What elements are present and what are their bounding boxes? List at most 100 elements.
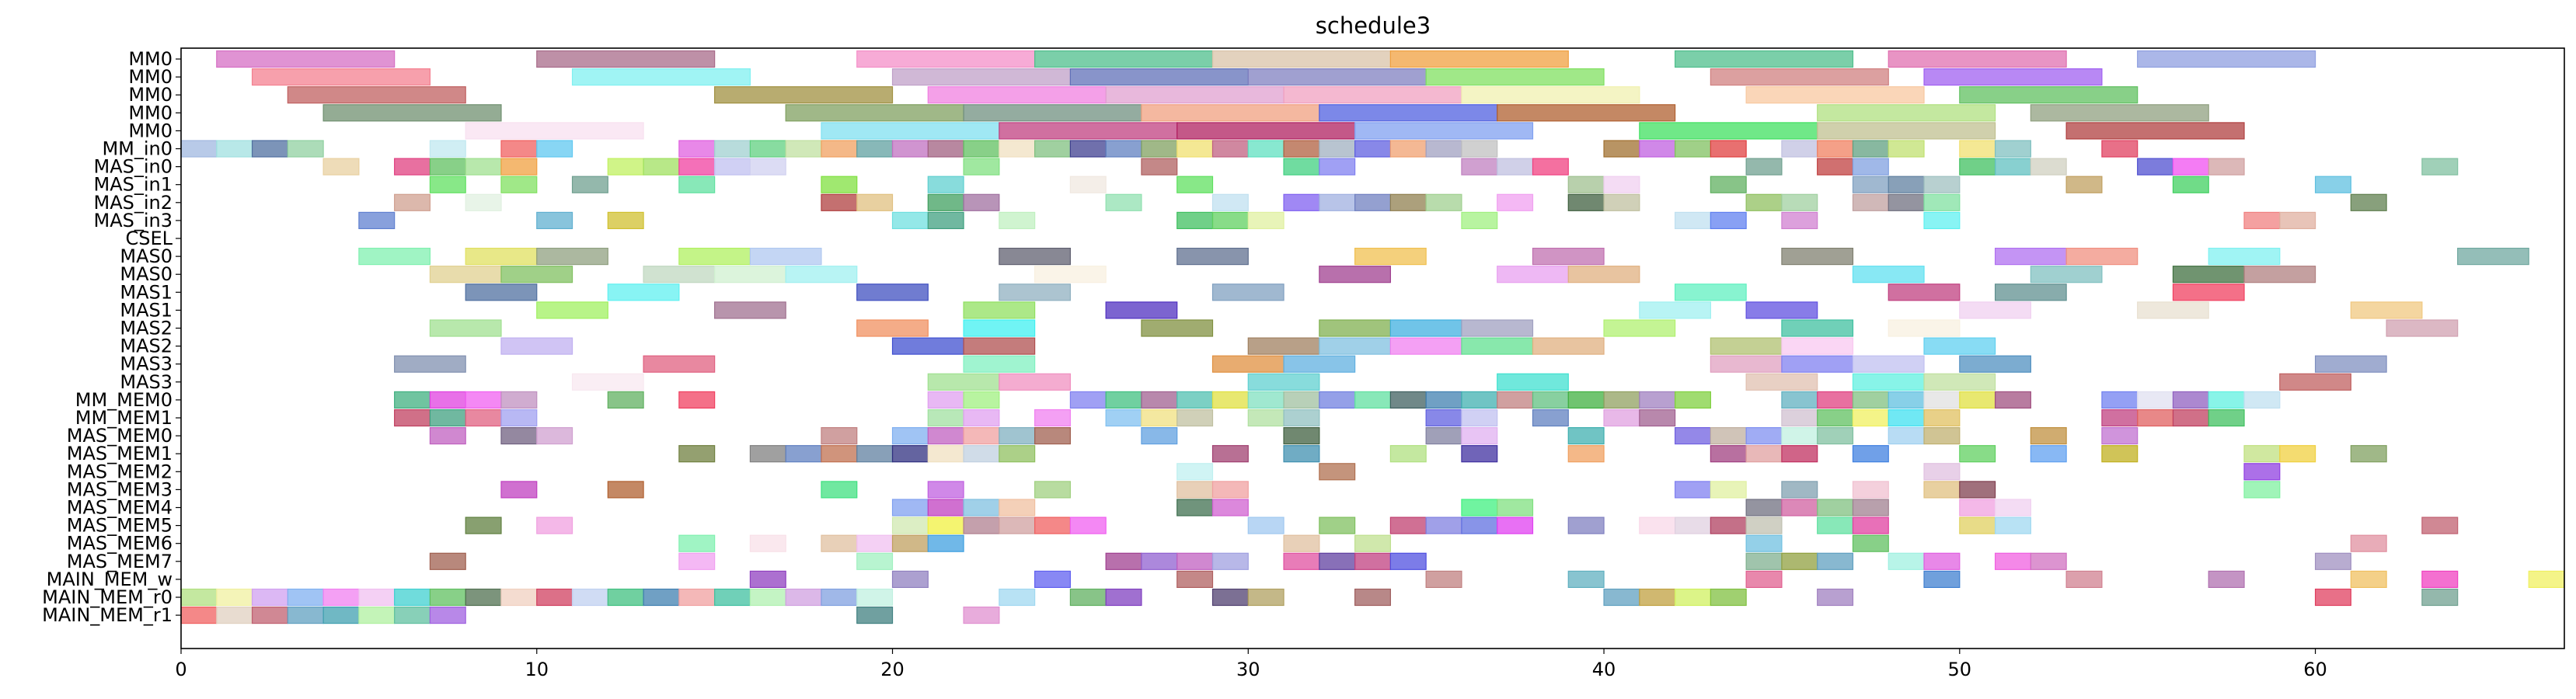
task-bar — [927, 409, 964, 427]
task-bar — [1461, 211, 1498, 229]
task-bar — [1532, 337, 1605, 355]
task-bar — [749, 588, 786, 607]
task-bar — [2386, 319, 2459, 337]
task-bar — [322, 588, 360, 607]
task-bar — [1105, 193, 1142, 211]
task-bar — [1319, 391, 1356, 409]
y-tick-label: MAS_in2 — [93, 192, 173, 214]
task-bar — [2137, 409, 2174, 427]
task-bar — [1923, 570, 1961, 589]
task-bar — [1745, 426, 1783, 445]
task-bar — [2314, 552, 2351, 570]
task-bar — [2314, 176, 2351, 193]
task-bar — [1710, 426, 1747, 445]
task-bar — [500, 266, 573, 283]
task-bar — [287, 588, 324, 607]
task-bar — [891, 445, 929, 463]
task-bar — [1781, 140, 1818, 158]
task-bar — [216, 588, 253, 607]
task-bar — [1852, 193, 1889, 211]
y-tick-label: MAS_MEM4 — [67, 497, 173, 519]
task-bar — [1176, 122, 1356, 140]
task-bar — [536, 301, 608, 319]
task-bar — [1034, 481, 1072, 499]
task-bar — [963, 193, 1000, 211]
task-bar — [1497, 266, 1569, 283]
plot-frame — [180, 47, 2565, 649]
task-bar — [999, 516, 1036, 534]
task-bar — [678, 248, 751, 266]
task-bar — [1247, 68, 1427, 86]
task-bar — [1817, 552, 1854, 570]
task-bar — [1923, 211, 1961, 229]
task-bar — [2314, 588, 2351, 607]
task-bar — [1461, 140, 1498, 158]
task-bar — [1745, 445, 1783, 463]
task-bar — [1603, 193, 1640, 211]
task-bar — [1781, 409, 1818, 427]
task-bar — [1994, 140, 2031, 158]
task-bar — [1461, 426, 1498, 445]
task-bar — [571, 68, 751, 86]
task-bar — [607, 158, 644, 176]
task-bar — [643, 158, 680, 176]
task-bar — [856, 588, 894, 607]
task-bar — [2030, 104, 2209, 122]
task-bar — [856, 50, 1036, 68]
chart-title: schedule3 — [1316, 12, 1431, 39]
y-tick-label: MAS_MEM7 — [67, 551, 173, 572]
task-bar — [1817, 158, 1854, 176]
task-bar — [1852, 140, 1889, 158]
task-bar — [1532, 248, 1605, 266]
task-bar — [1567, 426, 1605, 445]
task-bar — [1105, 552, 1142, 570]
task-bar — [643, 355, 716, 373]
task-bar — [963, 499, 1000, 516]
task-bar — [1211, 211, 1249, 229]
y-axis: MM0MM0MM0MM0MM0MM_in0MAS_in0MAS_in1MAS_i… — [42, 48, 181, 626]
task-bar — [1461, 337, 1534, 355]
task-bar — [1247, 211, 1285, 229]
task-bar — [500, 588, 538, 607]
task-bar — [1639, 140, 1676, 158]
task-bar — [714, 140, 751, 158]
task-bar — [678, 552, 716, 570]
task-bar — [1319, 516, 1356, 534]
task-bar — [1817, 104, 1996, 122]
task-bar — [251, 68, 431, 86]
task-bar — [1497, 104, 1676, 122]
task-bar — [2350, 570, 2387, 589]
task-bar — [1852, 445, 1889, 463]
task-bar — [1425, 140, 1462, 158]
x-tick-label: 10 — [525, 659, 549, 680]
task-bar — [1211, 283, 1285, 301]
task-bar — [963, 337, 1036, 355]
task-bar — [1425, 516, 1462, 534]
task-bar — [1745, 158, 1783, 176]
task-bar — [1674, 481, 1711, 499]
task-bar — [394, 391, 431, 409]
task-bar — [1923, 337, 1996, 355]
task-bar — [1354, 588, 1391, 607]
task-bar — [1319, 193, 1356, 211]
task-bar — [2101, 140, 2139, 158]
task-bar — [1852, 499, 1889, 516]
task-bar — [785, 266, 858, 283]
task-bar — [1710, 211, 1747, 229]
task-bar — [821, 534, 858, 552]
task-bar — [1211, 445, 1249, 463]
task-bar — [749, 158, 786, 176]
task-bar — [2279, 211, 2316, 229]
task-bar — [1461, 499, 1498, 516]
task-bar — [1176, 140, 1214, 158]
task-bar — [891, 534, 929, 552]
task-bar — [749, 140, 786, 158]
task-bar — [2101, 426, 2139, 445]
y-tick-label: MAS3 — [120, 353, 173, 375]
task-bar — [1745, 301, 1818, 319]
task-bar — [394, 158, 431, 176]
task-bar — [2030, 266, 2103, 283]
task-bar — [821, 122, 1000, 140]
task-bar — [1461, 86, 1640, 104]
